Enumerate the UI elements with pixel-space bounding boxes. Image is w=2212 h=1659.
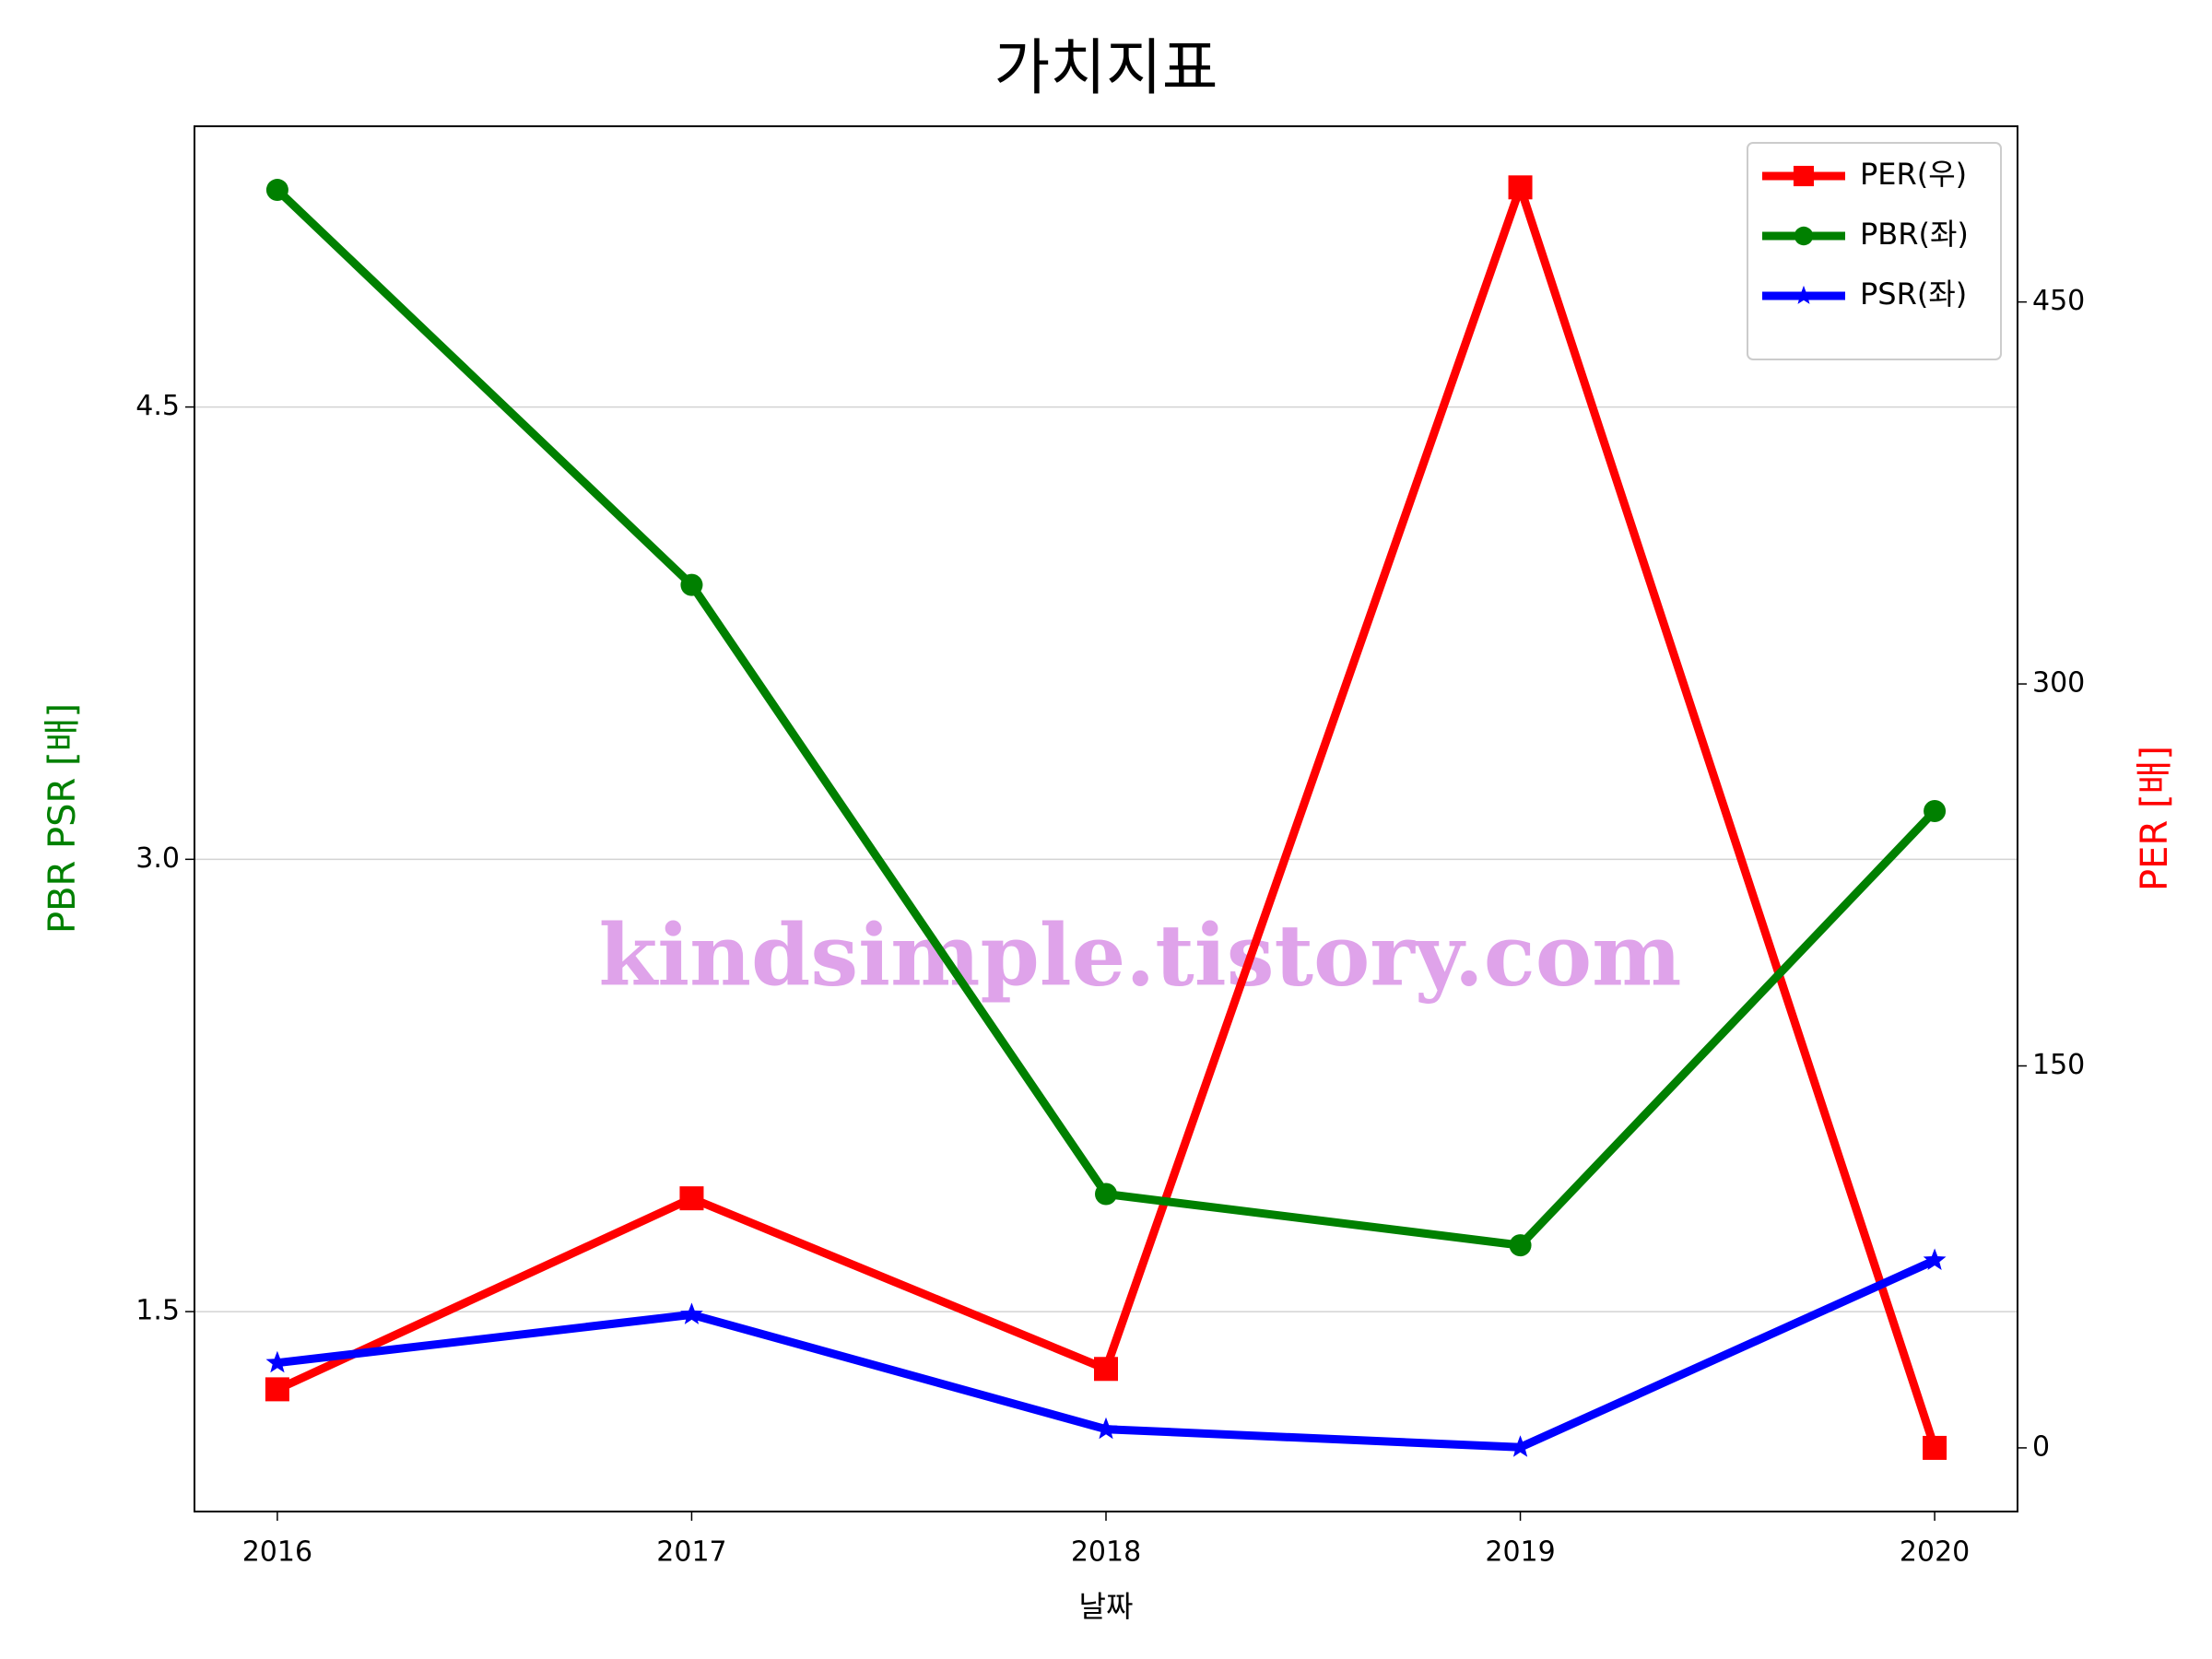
marker-star bbox=[680, 1302, 703, 1324]
marker-circle bbox=[1924, 799, 1947, 822]
marker-star bbox=[265, 1350, 289, 1373]
marker-star bbox=[1923, 1248, 1947, 1270]
x-axis-label: 날짜 bbox=[1079, 1589, 1134, 1624]
x-tick-label: 2016 bbox=[242, 1536, 312, 1569]
legend-label: PBR(좌) bbox=[1860, 217, 1969, 252]
marker-square bbox=[1923, 1435, 1947, 1460]
marker-square bbox=[679, 1186, 704, 1211]
chart-title: 가치지표 bbox=[994, 32, 1218, 103]
y2-tick-label: 150 bbox=[2032, 1049, 2085, 1081]
marker-square bbox=[1508, 175, 1533, 200]
y2-tick-label: 300 bbox=[2032, 667, 2085, 700]
y2-tick-label: 450 bbox=[2032, 285, 2085, 317]
y-tick-label: 3.0 bbox=[135, 842, 180, 875]
legend-marker bbox=[1794, 226, 1814, 246]
y-axis-label: PBR PSR [배] bbox=[41, 703, 84, 934]
x-tick-label: 2018 bbox=[1071, 1536, 1141, 1569]
legend-label: PER(우) bbox=[1860, 157, 1967, 192]
marker-circle bbox=[1095, 1182, 1117, 1206]
y-tick-label: 4.5 bbox=[135, 390, 180, 422]
legend-label: PSR(좌) bbox=[1860, 276, 1967, 312]
marker-square bbox=[265, 1377, 289, 1402]
x-tick-label: 2017 bbox=[656, 1536, 726, 1569]
x-tick-label: 2020 bbox=[1900, 1536, 1970, 1569]
marker-star bbox=[1094, 1417, 1118, 1440]
watermark: kindsimple.tistory.com bbox=[598, 906, 1681, 1006]
legend-box bbox=[1747, 142, 2002, 360]
marker-circle bbox=[680, 573, 703, 596]
legend-marker bbox=[1794, 285, 1814, 304]
y-tick-label: 1.5 bbox=[135, 1295, 180, 1327]
y2-axis-label: PER [배] bbox=[2134, 746, 2176, 891]
marker-square bbox=[1094, 1357, 1118, 1382]
marker-circle bbox=[1509, 1234, 1532, 1257]
plot-frame bbox=[194, 125, 2018, 1512]
marker-circle bbox=[265, 179, 288, 202]
legend-marker bbox=[1793, 165, 1815, 187]
x-tick-label: 2019 bbox=[1485, 1536, 1555, 1569]
marker-star bbox=[1509, 1435, 1532, 1457]
y2-tick-label: 0 bbox=[2032, 1430, 2050, 1463]
